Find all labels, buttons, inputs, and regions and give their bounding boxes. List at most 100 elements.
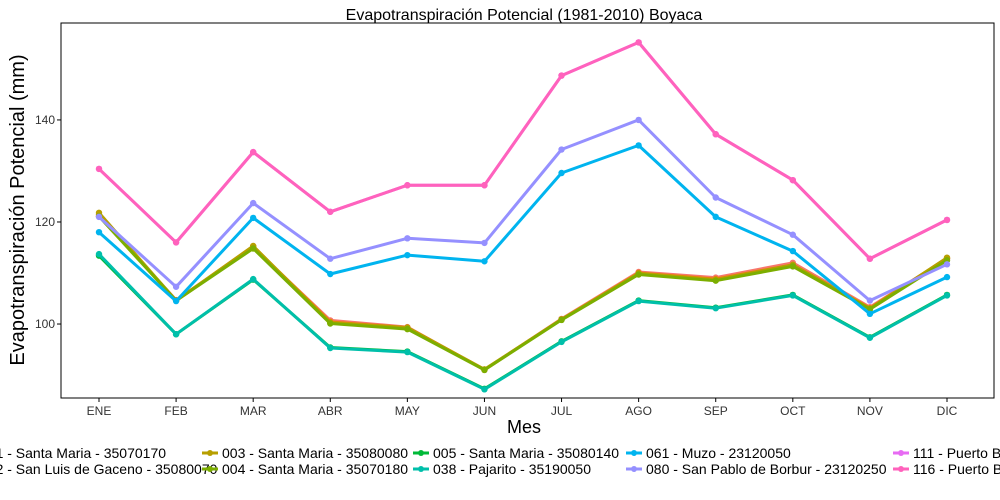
x-axis-title: Mes [507, 417, 541, 437]
data-point [943, 273, 951, 281]
series-line [97, 143, 949, 316]
data-point [327, 344, 334, 352]
legend-item: 004 - Santa Maria - 35070180 [202, 461, 408, 477]
data-point [172, 239, 180, 246]
data-point [172, 331, 180, 338]
data-point [95, 165, 103, 173]
x-tick-label: ABR [318, 404, 343, 418]
series-7 [95, 142, 951, 318]
x-tick-label: SEP [704, 404, 728, 418]
x-tick-label: JUL [551, 404, 573, 418]
y-axis-title: Evapotranspiración Potencial (mm) [7, 54, 29, 365]
x-tick-label: FEB [164, 404, 187, 418]
legend-label: 005 - Santa Maria - 35080140 [433, 445, 619, 461]
legend-key-point [898, 450, 904, 456]
legend-item: 061 - Muzo - 23120050 [626, 445, 791, 461]
x-tick-label: AGO [625, 404, 652, 418]
data-point [327, 208, 334, 215]
legend-item: 116 - Puerto Boyaca [893, 461, 1000, 477]
data-point [249, 199, 257, 207]
legend-label: 038 - Pajarito - 35190050 [433, 461, 591, 477]
data-point [635, 297, 642, 305]
data-point [635, 142, 642, 149]
data-point [712, 213, 719, 221]
data-point [943, 292, 951, 299]
y-tick-label: 100 [35, 317, 55, 331]
series-layer [95, 39, 951, 393]
data-point [789, 263, 797, 270]
data-point [404, 325, 411, 333]
data-point [866, 297, 874, 304]
legend-label: 116 - Puerto Boyaca [913, 461, 1000, 477]
data-point [404, 251, 411, 259]
legend-item: 080 - San Pablo de Borbur - 23120250 [626, 461, 887, 477]
data-point [95, 228, 103, 236]
data-point [327, 270, 334, 278]
data-point [635, 39, 642, 46]
data-point [481, 182, 488, 189]
data-point [943, 216, 951, 224]
data-point [712, 277, 719, 284]
data-point [404, 235, 411, 242]
data-point [404, 348, 411, 356]
legend-item: 001 - Santa Maria - 35070170 [0, 445, 166, 461]
data-point [943, 261, 951, 268]
legend-label: 003 - Santa Maria - 35080080 [222, 445, 408, 461]
y-tick-label: 120 [35, 215, 55, 229]
data-point [481, 258, 488, 265]
y-axis: 100 120 140 [35, 113, 61, 331]
data-point [95, 250, 103, 258]
data-point [558, 169, 565, 177]
legend-label: 111 - Puerto Boyaca [913, 445, 1000, 461]
legend-label: 080 - San Pablo de Borbur - 23120250 [646, 461, 887, 477]
data-point [789, 247, 797, 255]
data-point [866, 310, 874, 318]
data-point [481, 386, 488, 393]
legend-key-point [631, 466, 637, 472]
x-tick-label: JUN [473, 404, 496, 418]
data-point [172, 283, 180, 290]
x-tick-label: ENE [87, 404, 112, 418]
data-point [789, 176, 797, 184]
legend-key-point [631, 450, 637, 456]
data-point [327, 320, 334, 327]
data-point [481, 366, 488, 374]
data-point [789, 292, 797, 299]
data-point [866, 334, 874, 341]
legend-key-point [418, 466, 424, 472]
chart-title: Evapotranspiración Potencial (1981-2010)… [346, 7, 703, 24]
data-point [558, 316, 565, 324]
legend-key-point [898, 466, 904, 472]
series-10 [95, 39, 951, 262]
data-point [558, 338, 565, 346]
data-point [558, 146, 565, 153]
data-point [789, 231, 797, 238]
data-point [481, 239, 488, 247]
legend-item: 038 - Pajarito - 35190050 [413, 461, 591, 477]
x-tick-label: NOV [857, 404, 883, 418]
series-8 [95, 116, 951, 304]
data-point [249, 245, 257, 252]
legend-key-point [207, 466, 213, 472]
data-point [866, 255, 874, 262]
data-point [558, 72, 565, 79]
legend-key-point [418, 450, 424, 456]
legend-item: 005 - Santa Maria - 35080140 [413, 445, 619, 461]
x-tick-label: MAR [240, 404, 267, 418]
data-point [172, 297, 180, 305]
data-point [249, 214, 257, 222]
legend-label: 061 - Muzo - 23120050 [646, 445, 791, 461]
x-tick-label: DIC [937, 404, 958, 418]
data-point [712, 194, 719, 201]
y-tick-label: 140 [35, 113, 55, 127]
x-tick-label: OCT [780, 404, 806, 418]
data-point [327, 255, 334, 262]
data-point [635, 116, 642, 124]
data-point [712, 131, 719, 138]
series-line [97, 252, 949, 391]
data-point [712, 305, 719, 312]
legend-item: 003 - Santa Maria - 35080080 [202, 445, 408, 461]
x-axis: ENE FEB MAR ABR MAY JUN JUL AGO SEP OCT NOV DIC [87, 398, 958, 418]
